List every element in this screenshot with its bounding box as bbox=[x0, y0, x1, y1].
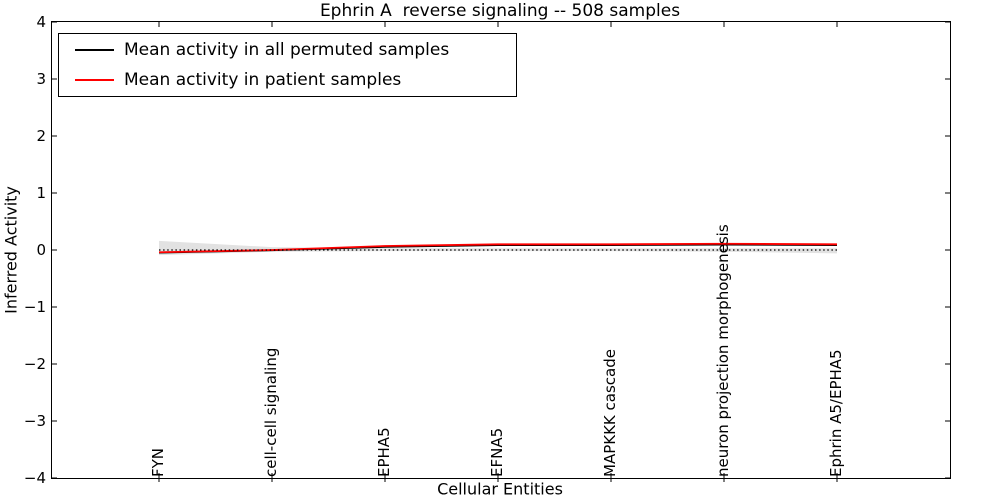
chart-canvas bbox=[52, 21, 950, 482]
legend-line-sample-black bbox=[75, 49, 114, 51]
y-tick-label: 4 bbox=[36, 13, 46, 31]
legend-entry-permuted: Mean activity in all permuted samples bbox=[59, 37, 516, 63]
x-axis-label: Cellular Entities bbox=[437, 479, 563, 499]
y-tick-labels: 4 3 2 1 0 −1 −2 −3 −4 bbox=[0, 13, 46, 487]
legend-entry-patient: Mean activity in patient samples bbox=[59, 67, 516, 93]
y-tick-label: −4 bbox=[23, 469, 46, 487]
y-tick-label: −3 bbox=[23, 412, 46, 430]
patient-mean-line bbox=[158, 242, 838, 254]
legend-line-sample-red bbox=[75, 79, 114, 81]
y-tick-label: 3 bbox=[36, 70, 46, 88]
y-tick-label: 2 bbox=[36, 127, 46, 145]
legend: Mean activity in all permuted samples Me… bbox=[58, 33, 517, 97]
permuted-std-band bbox=[159, 240, 837, 256]
y-tick-label: 0 bbox=[36, 241, 46, 259]
y-tick-label: 1 bbox=[36, 184, 46, 202]
y-tick-label: −1 bbox=[23, 298, 46, 316]
plot-area: FYN cell-cell signaling EPHA5 EFNA5 MAPKKK c… bbox=[51, 21, 951, 482]
chart-title: Ephrin A reverse signaling -- 508 sample… bbox=[319, 1, 681, 21]
legend-label: Mean activity in all permuted samples bbox=[124, 40, 450, 60]
y-tick-label: −2 bbox=[23, 355, 46, 373]
legend-label: Mean activity in patient samples bbox=[124, 70, 402, 90]
